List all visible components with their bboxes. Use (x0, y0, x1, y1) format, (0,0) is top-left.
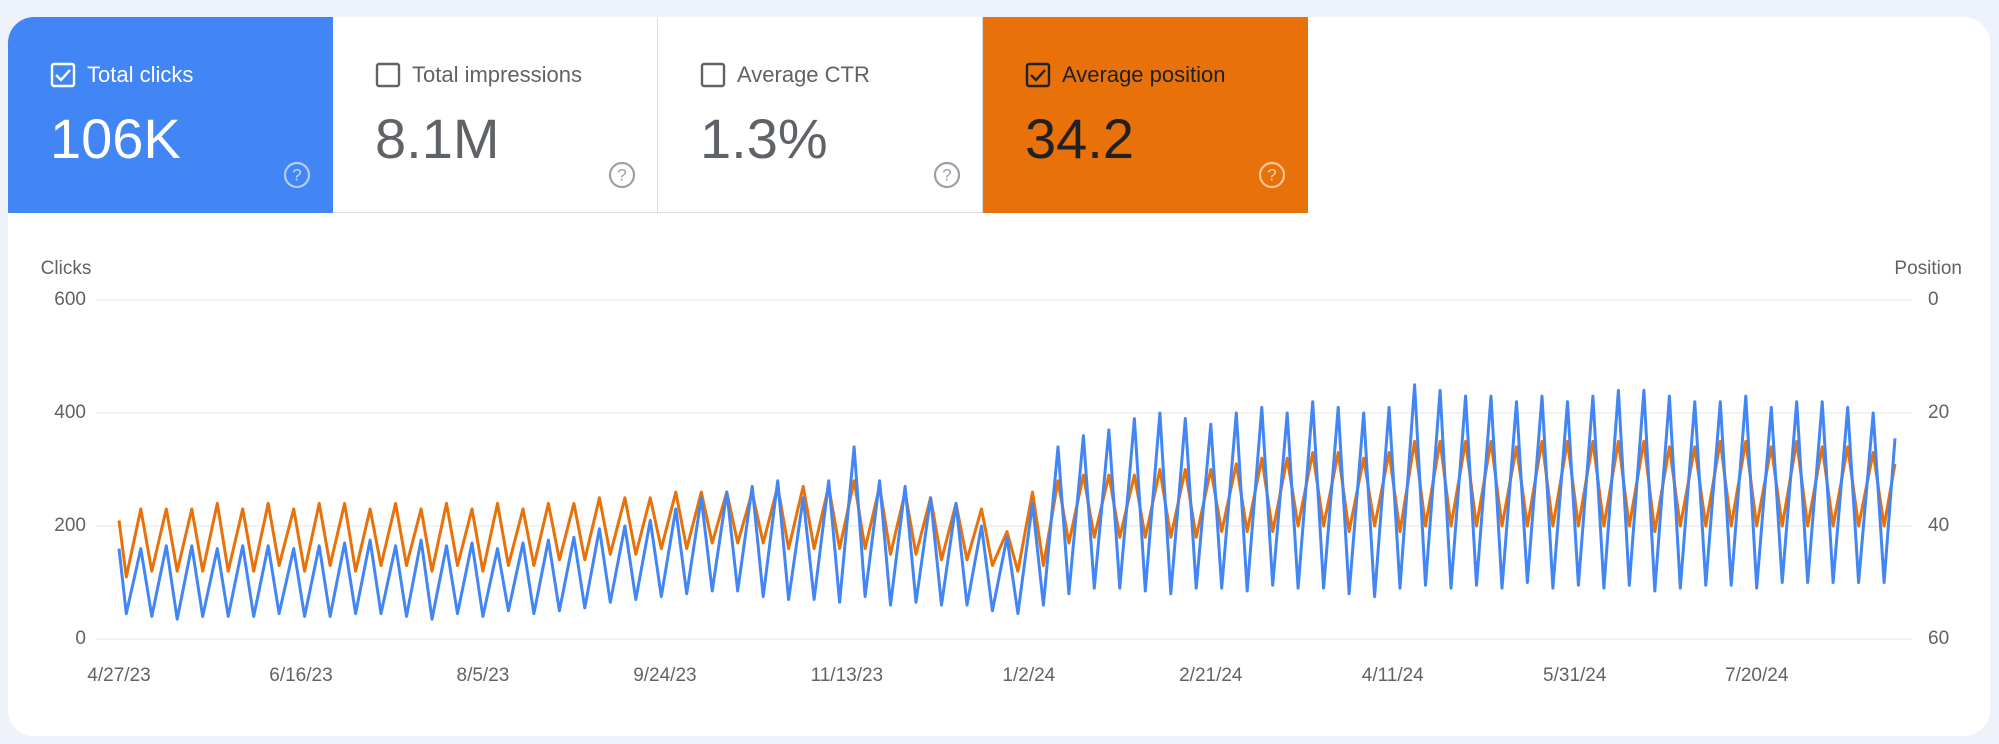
metric-value: 34.2 (1025, 107, 1134, 170)
metric-tile[interactable]: Average position 34.2? (983, 17, 1308, 213)
checkbox[interactable] (375, 62, 401, 88)
checkbox[interactable] (50, 62, 76, 88)
y-tick-label: 600 (54, 289, 86, 310)
x-tick-label: 6/16/23 (269, 665, 332, 686)
x-tick-label: 2/21/24 (1179, 665, 1243, 686)
help-icon[interactable]: ? (932, 160, 962, 190)
y-axis-title: Clicks (41, 258, 92, 279)
metric-label: Average CTR (737, 62, 870, 87)
metric-value: 1.3% (700, 107, 828, 170)
x-tick-label: 4/11/24 (1362, 665, 1424, 686)
x-tick-label: 4/27/23 (87, 665, 150, 686)
svg-text:?: ? (292, 165, 301, 184)
checkbox[interactable] (1025, 62, 1051, 88)
series-line (117, 383, 1897, 621)
y2-tick-label: 60 (1928, 628, 1949, 649)
help-icon[interactable]: ? (1257, 160, 1287, 190)
svg-text:?: ? (942, 165, 951, 184)
metric-tile[interactable]: Average CTR 1.3%? (658, 17, 983, 213)
help-icon[interactable]: ? (607, 160, 637, 190)
series-line (117, 439, 1897, 579)
y2-tick-label: 20 (1928, 402, 1949, 423)
x-tick-label: 7/20/24 (1725, 665, 1789, 686)
y2-tick-label: 40 (1928, 515, 1949, 536)
help-icon[interactable]: ? (282, 160, 312, 190)
metric-tile[interactable]: Total clicks 106K? (8, 17, 333, 213)
metric-label: Total clicks (87, 62, 194, 87)
svg-text:?: ? (617, 165, 626, 184)
x-tick-label: 1/2/24 (1002, 665, 1055, 686)
metric-tile[interactable]: Total impressions 8.1M? (333, 17, 658, 213)
x-tick-label: 9/24/23 (633, 665, 696, 686)
metric-value: 106K (50, 107, 181, 170)
performance-card: Total clicks 106K? Total impressions 8.1M? A… (8, 17, 1990, 736)
x-tick-label: 8/5/23 (457, 665, 510, 686)
y-tick-label: 0 (75, 628, 86, 649)
svg-text:?: ? (1267, 165, 1276, 184)
metric-value: 8.1M (375, 107, 500, 170)
y2-tick-label: 0 (1928, 289, 1939, 310)
metric-label: Total impressions (412, 62, 582, 87)
x-tick-label: 11/13/23 (811, 665, 884, 686)
checkbox[interactable] (700, 62, 726, 88)
y-tick-label: 400 (54, 402, 86, 423)
x-tick-label: 5/31/24 (1543, 665, 1607, 686)
y-tick-label: 200 (54, 515, 86, 536)
metric-label: Average position (1062, 62, 1226, 87)
y2-axis-title: Position (1894, 258, 1962, 279)
